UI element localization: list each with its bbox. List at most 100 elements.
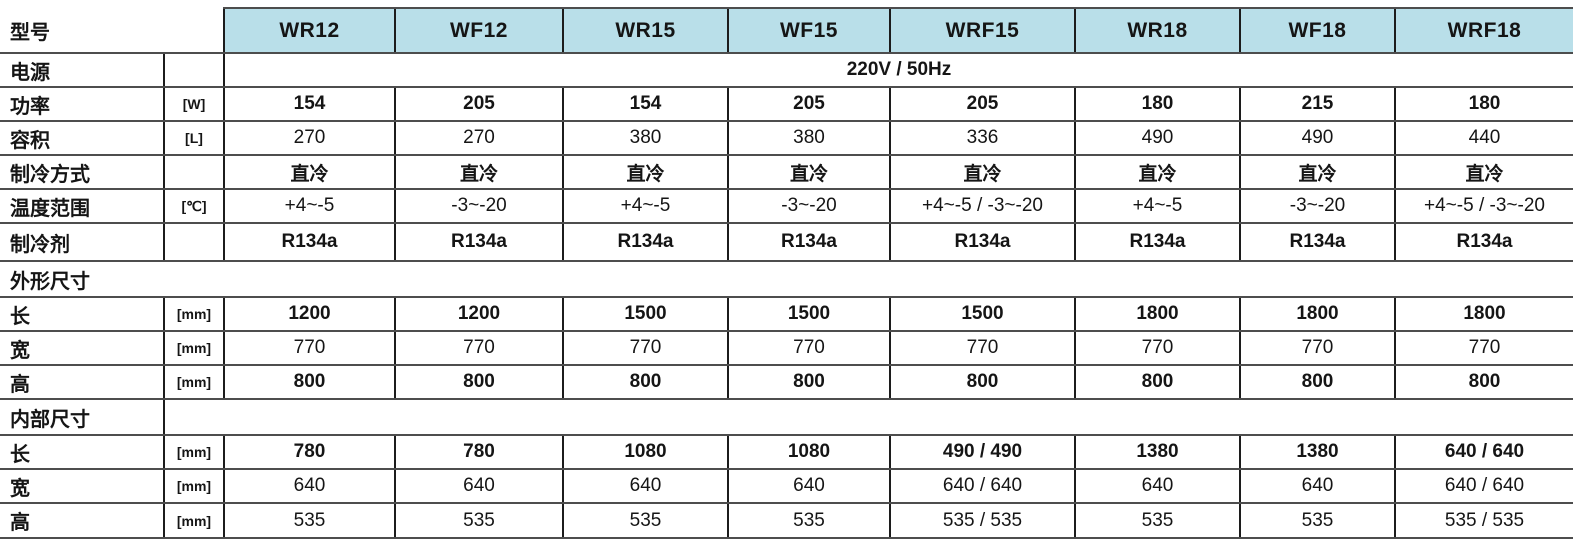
unit-cell: [mm] <box>163 297 224 332</box>
spec-row-refrigerant: 制冷剂 R134a R134a R134a R134a R134a R134a … <box>0 223 1573 262</box>
value-cell: +4~-5 <box>562 189 728 224</box>
value-cell: 535 <box>223 503 395 539</box>
value-cell: 535 <box>727 503 890 539</box>
value-cell: R134a <box>727 223 890 262</box>
unit-cell: [mm] <box>163 503 224 539</box>
value-cell: 1380 <box>1074 435 1240 470</box>
value-cell: 800 <box>562 365 728 400</box>
value-cell: +4~-5 / -3~-20 <box>1394 189 1573 224</box>
value-cell: 1500 <box>889 297 1075 332</box>
value-cell: 640 / 640 <box>1394 435 1573 470</box>
value-cell: 180 <box>1394 87 1573 122</box>
value-cell: 770 <box>1074 331 1240 366</box>
value-cell: 800 <box>1394 365 1573 400</box>
value-cell: 800 <box>1239 365 1395 400</box>
value-cell: -3~-20 <box>1239 189 1395 224</box>
value-cell: 770 <box>394 331 563 366</box>
row-label: 长 <box>0 435 164 470</box>
model-header-cell: WF18 <box>1239 7 1395 54</box>
value-cell: 1080 <box>562 435 728 470</box>
power-supply-row: 电源 220V / 50Hz <box>0 53 1573 88</box>
value-cell: R134a <box>562 223 728 262</box>
value-cell: 1080 <box>727 435 890 470</box>
value-cell: 640 / 640 <box>889 469 1075 504</box>
value-cell: 440 <box>1394 121 1573 156</box>
row-label: 功率 <box>0 87 164 122</box>
value-cell: R134a <box>889 223 1075 262</box>
value-cell: 1800 <box>1394 297 1573 332</box>
value-cell: 1800 <box>1074 297 1240 332</box>
value-cell: R134a <box>1239 223 1395 262</box>
spec-row-int-height: 高 [mm] 535 535 535 535 535 / 535 535 535… <box>0 503 1573 539</box>
section-label: 内部尺寸 <box>0 399 164 436</box>
value-cell: -3~-20 <box>727 189 890 224</box>
row-label: 高 <box>0 503 164 539</box>
row-label: 宽 <box>0 331 164 366</box>
model-header-cell: WRF15 <box>889 7 1075 54</box>
unit-cell: [W] <box>163 87 224 122</box>
spec-row-temp-range: 温度范围 [℃] +4~-5 -3~-20 +4~-5 -3~-20 +4~-5… <box>0 189 1573 224</box>
value-cell: 640 / 640 <box>1394 469 1573 504</box>
spec-row-power: 功率 [W] 154 205 154 205 205 180 215 180 <box>0 87 1573 122</box>
value-cell: R134a <box>1074 223 1240 262</box>
unit-cell: [mm] <box>163 435 224 470</box>
unit-cell: [mm] <box>163 331 224 366</box>
model-header-cell: WR15 <box>562 7 728 54</box>
value-cell: 直冷 <box>394 155 563 190</box>
model-header-cell: WF15 <box>727 7 890 54</box>
model-header-cell: WR12 <box>223 7 395 54</box>
row-label: 宽 <box>0 469 164 504</box>
unit-cell <box>163 223 224 262</box>
row-label: 高 <box>0 365 164 400</box>
value-cell: 1500 <box>562 297 728 332</box>
value-cell: 770 <box>1239 331 1395 366</box>
value-cell: 直冷 <box>1074 155 1240 190</box>
value-cell: 154 <box>562 87 728 122</box>
value-cell: 800 <box>1074 365 1240 400</box>
value-cell: 直冷 <box>223 155 395 190</box>
value-cell: 380 <box>562 121 728 156</box>
section-row-internal: 内部尺寸 <box>0 399 1573 436</box>
value-cell: 直冷 <box>727 155 890 190</box>
model-header-row: 型号 WR12 WF12 WR15 WF15 WRF15 WR18 WF18 W… <box>0 7 1573 54</box>
value-cell: 336 <box>889 121 1075 156</box>
value-cell: 205 <box>727 87 890 122</box>
value-cell: 180 <box>1074 87 1240 122</box>
value-cell: 1200 <box>223 297 395 332</box>
row-label: 电源 <box>0 53 164 88</box>
value-cell: 270 <box>223 121 395 156</box>
unit-cell: [L] <box>163 121 224 156</box>
value-cell: 154 <box>223 87 395 122</box>
value-cell: 490 <box>1239 121 1395 156</box>
value-cell: 205 <box>394 87 563 122</box>
unit-cell: [mm] <box>163 469 224 504</box>
value-cell: 直冷 <box>1239 155 1395 190</box>
value-cell: -3~-20 <box>394 189 563 224</box>
value-cell: R134a <box>1394 223 1573 262</box>
value-cell: 640 <box>727 469 890 504</box>
value-cell: 1200 <box>394 297 563 332</box>
value-cell: 770 <box>889 331 1075 366</box>
section-label: 外形尺寸 <box>0 261 1573 298</box>
value-cell: 380 <box>727 121 890 156</box>
value-cell: 535 / 535 <box>1394 503 1573 539</box>
value-cell: 640 <box>223 469 395 504</box>
value-cell: 535 <box>394 503 563 539</box>
section-row-external: 外形尺寸 <box>0 261 1573 298</box>
value-cell: +4~-5 / -3~-20 <box>889 189 1075 224</box>
value-cell: 770 <box>562 331 728 366</box>
value-cell: R134a <box>394 223 563 262</box>
unit-cell <box>163 155 224 190</box>
spec-row-ext-width: 宽 [mm] 770 770 770 770 770 770 770 770 <box>0 331 1573 366</box>
value-cell: 800 <box>223 365 395 400</box>
value-cell: 490 <box>1074 121 1240 156</box>
unit-cell <box>163 53 224 88</box>
row-label-model: 型号 <box>0 8 224 54</box>
section-filler <box>163 399 1573 436</box>
value-cell: 770 <box>727 331 890 366</box>
value-cell: 1500 <box>727 297 890 332</box>
value-cell: 800 <box>727 365 890 400</box>
value-cell: 1800 <box>1239 297 1395 332</box>
spec-row-int-width: 宽 [mm] 640 640 640 640 640 / 640 640 640… <box>0 469 1573 504</box>
